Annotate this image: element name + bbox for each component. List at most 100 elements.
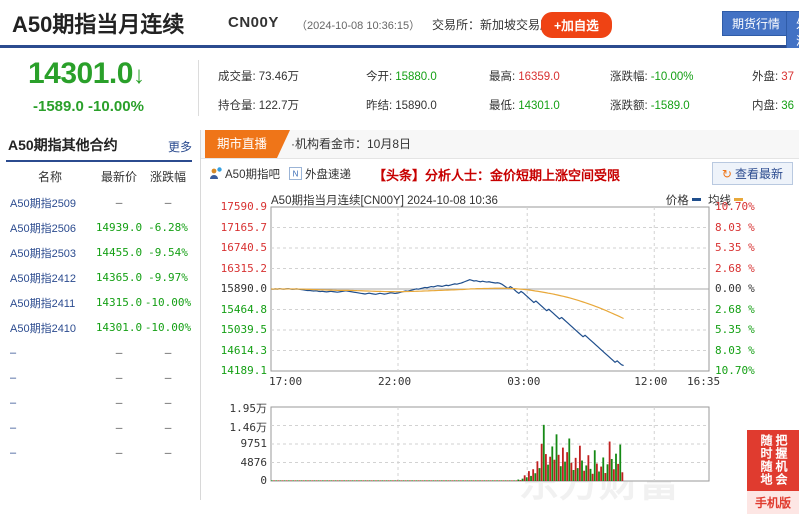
add-to-watchlist-button[interactable]: +加自选 [541,12,612,38]
legend-item-price: 价格 [666,195,705,207]
volume-bar [334,480,337,481]
volume-bar [379,480,382,481]
contract-change: – [164,371,172,384]
contract-name[interactable]: A50期指2509 [10,197,77,210]
y-tick-pct-1: 8.03 % [715,220,755,234]
refresh-button[interactable]: ↻ 查看最新 [711,162,793,185]
table-row[interactable]: – – – [6,340,192,365]
table-row[interactable]: – – – [6,415,192,440]
volume-bar [472,480,475,481]
y-tick-pct-5: 2.68 % [715,302,755,316]
futures-quotes-button[interactable]: 期货行情 [722,11,791,36]
contract-price: – [115,346,123,359]
other-contracts-table: 名称 最新价 涨跌幅 A50期指2509 – – A50期指2506 14939.0 -6… [6,160,192,465]
volume-bar [387,480,390,481]
contract-name[interactable]: A50期指2410 [10,322,77,335]
y-tick-pct-7: 8.03 % [715,343,755,357]
volume-bar [504,480,507,481]
overseas-express-label: 外盘速递 [305,169,351,181]
forex-button[interactable]: 外汇 [786,11,799,53]
contract-name[interactable]: – [10,346,17,359]
volume-bar [615,453,617,481]
volume-bar [568,438,571,481]
table-row[interactable]: – – – [6,390,192,415]
volume-bar [415,480,418,481]
contract-name[interactable]: A50期指2506 [10,222,77,235]
volume-bar [508,480,511,481]
mobile-version-label[interactable]: 手机版 [747,491,799,514]
instrument-code: CN00Y [228,14,279,31]
volume-bar [402,480,405,481]
volume-bar [413,480,416,481]
volume-bar [290,480,292,481]
contract-name[interactable]: – [10,421,17,434]
refresh-label: 查看最新 [734,167,783,181]
contract-change: -6.28% [148,221,188,234]
volume-bar [349,480,352,481]
contract-change: – [164,346,172,359]
contract-price: – [115,446,123,459]
volume-bar [619,444,622,481]
table-row[interactable]: A50期指2506 14939.0 -6.28% [6,215,192,240]
volume-bar [589,468,592,481]
volume-bar [304,480,307,481]
contract-name[interactable]: A50期指2412 [10,272,77,285]
volume-bar [389,480,392,481]
contract-price: 14301.0 [95,321,143,334]
contract-price: – [115,421,123,434]
table-row[interactable]: A50期指2410 14301.0 -10.00% [6,315,192,340]
down-arrow-icon: ↓ [132,62,145,89]
mobile-promo-body: 随时随地把握机会 [747,430,799,491]
table-row[interactable]: A50期指2503 14455.0 -9.54% [6,240,192,265]
volume-bar [532,469,535,481]
volume-bar [353,480,356,481]
x-tick-3: 12:00 [634,375,668,388]
volume-bar [338,480,341,481]
contract-name[interactable]: A50期指2411 [10,297,76,310]
legend-swatch-price [691,198,701,201]
headline-link[interactable]: 【头条】分析人士：金价短期上涨空间受限 [373,168,621,183]
volume-bar [595,463,598,481]
volume-bar [311,480,314,481]
table-row[interactable]: A50期指2509 – – [6,190,192,215]
table-row[interactable]: A50期指2412 14365.0 -9.97% [6,265,192,290]
volume-bar [621,472,624,481]
overseas-express-link[interactable]: N 外盘速递 [289,166,351,182]
user-avatar-icon [209,167,222,180]
volume-bar [566,452,569,481]
contract-name[interactable]: – [10,371,17,384]
volume-bar [530,475,532,481]
volume-bar [294,480,297,481]
volume-bar [553,459,556,481]
volume-bar [341,480,343,481]
volume-bar [298,480,301,481]
contract-name[interactable]: A50期指2503 [10,247,77,260]
volume-bar [419,480,422,481]
price-line [270,279,624,367]
price-chart-svg[interactable] [201,189,799,501]
news-teaser-link[interactable]: ·机构看金市：10月8日 [291,137,412,151]
volume-bar [364,480,367,481]
contract-change: – [164,196,172,209]
y-tick-pct-6: 5.35 % [715,323,755,336]
forum-link[interactable]: A50期指吧 [209,166,280,182]
table-row[interactable]: A50期指2411 14315.0 -10.00% [6,290,192,315]
contract-price: – [115,196,123,209]
table-row[interactable]: – – – [6,365,192,390]
contract-name[interactable]: – [10,446,17,459]
stat-inner-volume: 内盘: 36 [752,100,794,112]
table-row[interactable]: – – – [6,440,192,465]
volume-bar [564,461,566,481]
volume-bar [362,480,365,481]
contract-name[interactable]: – [10,396,17,409]
y-tick-price-2: 16740.5 [220,241,267,254]
volume-bar [326,480,329,481]
volume-bar [474,480,477,481]
mobile-promo-widget[interactable]: 随时随地把握机会 手机版 [747,430,799,514]
volume-bar [602,457,605,481]
volume-bar [561,447,564,481]
page-root: A50期指当月连续 CN00Y （2024-10-08 10:36:15） 交易… [0,11,799,514]
more-link[interactable]: 更多 [167,140,192,154]
tab-live-market[interactable]: 期市直播 [205,130,291,158]
stat-open: 今开: 15880.0 [366,71,437,83]
